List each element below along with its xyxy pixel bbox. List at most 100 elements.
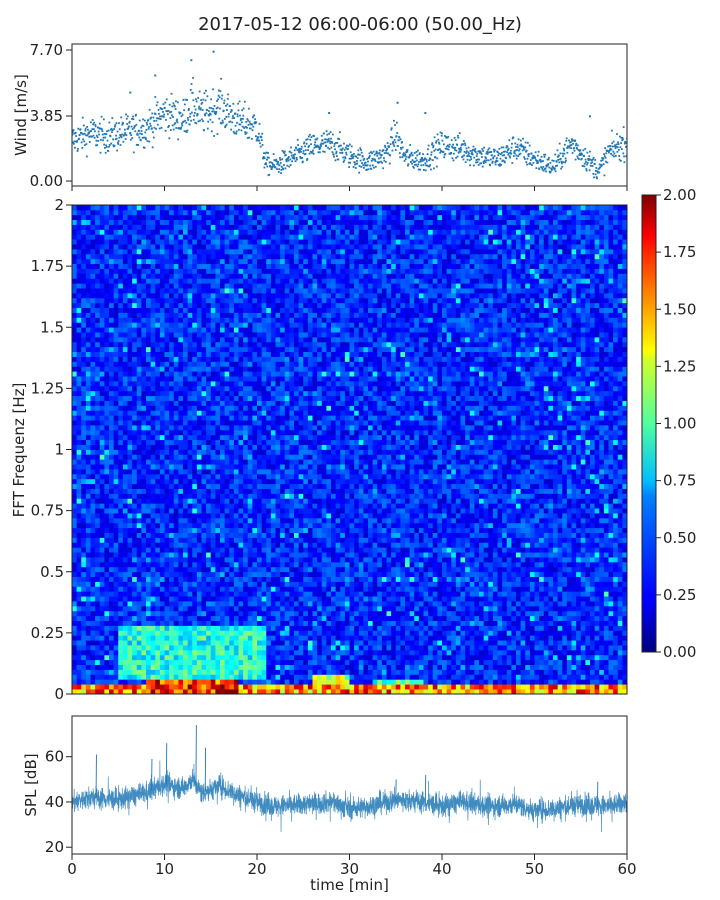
spectrogram-cell <box>511 640 517 646</box>
spectrogram-cell <box>395 684 401 690</box>
spectrogram-cell <box>233 645 239 651</box>
spectrogram-cell <box>358 581 364 587</box>
wind-point <box>226 109 228 111</box>
spectrogram-cell <box>400 571 406 577</box>
spectrogram-cell <box>520 601 526 607</box>
spectrogram-cell <box>284 615 290 621</box>
spectrogram-cell <box>349 596 355 602</box>
wind-point <box>199 108 202 111</box>
wind-point <box>433 136 436 139</box>
spectrogram-cell <box>603 586 609 592</box>
wind-point <box>498 152 500 155</box>
spectrogram-cell <box>122 610 128 617</box>
spectrogram-cell <box>354 601 360 607</box>
spectrogram-cell <box>405 625 410 631</box>
spectrogram-cell <box>270 610 276 617</box>
wind-point <box>75 135 77 137</box>
spectrogram-cell <box>414 689 420 695</box>
spectrogram-cell <box>104 596 110 602</box>
spectrogram-cell <box>368 674 373 680</box>
spectrogram-cell <box>576 625 582 631</box>
wind-point <box>370 159 373 162</box>
wind-point <box>186 117 189 119</box>
spectrogram-cell <box>534 679 540 685</box>
spectrogram-cell <box>280 689 286 695</box>
spectrogram-cell <box>520 620 526 626</box>
spectrogram-cell <box>150 596 156 602</box>
spectrogram-cell <box>150 571 156 577</box>
wind-point <box>197 120 200 123</box>
spectrogram-cell <box>548 610 554 617</box>
spectrogram-cell <box>275 571 281 577</box>
wind-point <box>323 141 326 144</box>
spectrogram-cell <box>321 659 327 666</box>
spectrogram-cell <box>164 561 170 568</box>
spectrogram-cell <box>257 615 262 621</box>
spectrogram-cell <box>506 669 512 675</box>
spectrogram-cell <box>414 591 420 597</box>
spectrogram-cell <box>594 571 600 577</box>
spectrogram-cell <box>377 576 383 582</box>
spectrogram-cell <box>405 591 410 597</box>
spectrogram-cell <box>520 625 526 631</box>
spectrogram-cell <box>363 557 369 563</box>
spectrogram-cell <box>446 610 452 617</box>
spectrogram-cell <box>280 679 286 685</box>
wind-point <box>417 163 420 166</box>
spectrogram-cell <box>418 605 424 612</box>
spectrogram-cell <box>210 684 216 690</box>
spectrogram-cell <box>247 640 253 646</box>
spectrogram-cell <box>146 566 151 573</box>
spectrogram-cell <box>617 576 623 582</box>
spectrogram-cell <box>566 674 572 680</box>
spectrogram-cell <box>400 586 406 592</box>
spectrogram-cell <box>201 605 207 612</box>
spectrogram-cell <box>557 674 563 680</box>
spectrogram-cell <box>122 664 128 670</box>
spectrogram-cell <box>451 659 457 666</box>
wind-point <box>411 162 413 165</box>
wind-point <box>130 125 133 128</box>
spectrogram-cell <box>423 610 429 617</box>
spectrogram-cell <box>580 596 586 602</box>
spectrogram-cell <box>562 689 568 695</box>
spectrogram-cell <box>150 640 156 646</box>
spectrogram-cell <box>243 664 249 670</box>
spectrogram-cell <box>72 635 77 641</box>
spectrogram-cell <box>141 605 147 612</box>
spectrogram-cell <box>599 596 605 602</box>
spectrogram-cell <box>395 601 401 607</box>
wind-point <box>570 138 573 141</box>
spectrogram-cell <box>72 625 77 631</box>
spectrogram-cell <box>372 610 378 617</box>
wind-point <box>281 149 284 152</box>
spectrogram-cell <box>132 645 138 651</box>
spectrogram-cell <box>354 649 360 656</box>
wind-point <box>425 158 428 161</box>
spectrogram-cell <box>122 576 128 582</box>
wind-point <box>327 139 330 142</box>
spectrogram-cell <box>169 689 175 695</box>
spectrogram-cell <box>270 581 276 587</box>
spectrogram-cell <box>585 654 591 661</box>
spectrogram-cell <box>469 615 475 621</box>
spectrogram-cell <box>590 586 595 592</box>
spectrogram-cell <box>173 635 179 641</box>
spectrogram-cell <box>150 664 156 670</box>
spectrogram-cell <box>432 552 438 558</box>
wind-point <box>440 134 443 137</box>
wind-point <box>235 130 238 133</box>
spectrogram-cell <box>483 561 489 568</box>
spectrogram-cell <box>474 557 480 563</box>
spectrogram-cell <box>192 654 198 661</box>
spectrogram-cell <box>284 586 290 592</box>
wind-point <box>421 156 423 159</box>
wind-point <box>491 160 494 163</box>
spectrogram-cell <box>331 679 336 685</box>
spectrogram-cell <box>603 605 609 612</box>
wind-point <box>542 169 545 172</box>
spectrogram-cell <box>465 689 471 695</box>
wind-point <box>216 133 219 135</box>
wind-point <box>335 150 338 153</box>
spectrogram-cell <box>455 566 461 573</box>
